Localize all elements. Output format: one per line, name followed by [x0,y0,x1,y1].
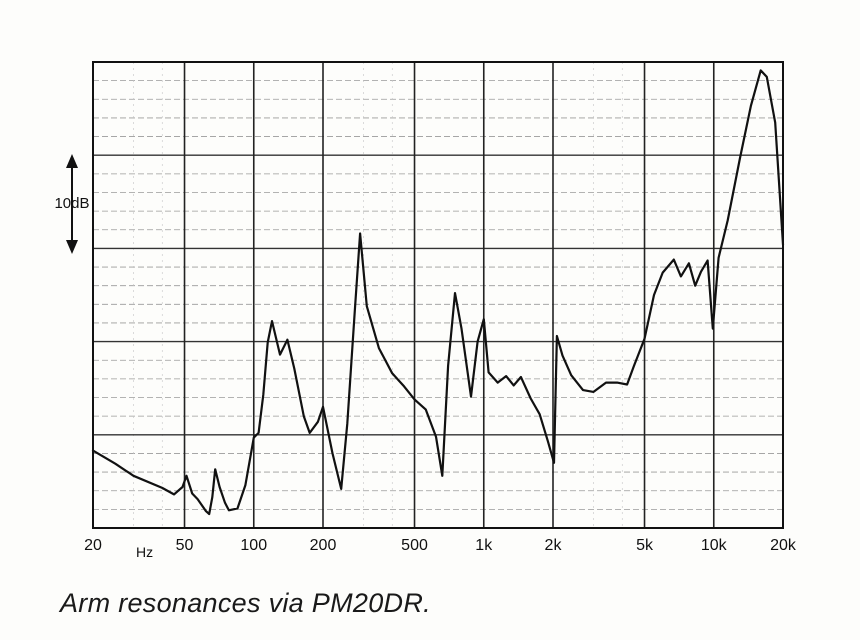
response-curve [91,69,785,516]
x-tick-label: 50 [176,537,194,554]
x-tick-label: 2k [545,537,563,554]
plot-frame [92,61,784,529]
scale-marker-label: 10dB [54,195,89,212]
major-gridlines [93,62,783,528]
x-tick-label: 1k [475,537,493,554]
x-tick-label: 500 [401,537,428,554]
x-tick-label: 100 [240,537,267,554]
x-axis-label: Hz [136,544,153,560]
scale-arrow-down-icon [66,240,78,254]
x-tick-label: 200 [310,537,337,554]
x-tick-label: 10k [701,537,728,554]
figure-caption: Arm resonances via PM20DR. [60,588,431,618]
x-tick-label: 20 [84,537,102,554]
series-layer [91,69,785,516]
x-tick-label: 5k [636,537,654,554]
scale-arrow-up-icon [66,154,78,168]
x-tick-label: 20k [770,537,797,554]
minor-gridlines [93,62,783,528]
x-tick-labels: 20 50 100 200 500 1k 2k 5k 10k 20k [84,537,797,554]
scale-marker: 10dB [54,154,90,254]
